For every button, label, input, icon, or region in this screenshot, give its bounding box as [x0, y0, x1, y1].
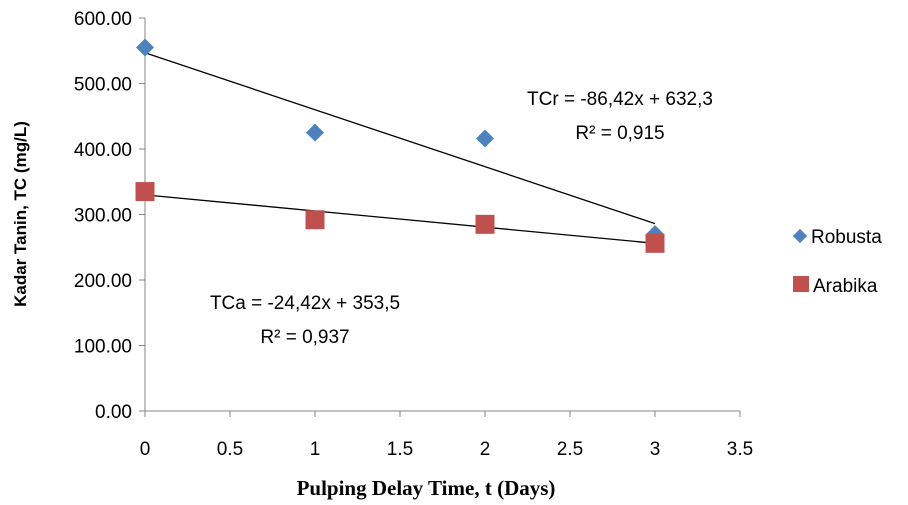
y-axis-label: Kadar Tanin, TC (mg/L) [11, 121, 30, 307]
point-robusta [476, 129, 494, 148]
trendline-robusta [144, 52, 656, 225]
point-robusta [136, 38, 154, 57]
x-axis-label: Pulping Delay Time, t (Days) [297, 476, 556, 500]
point-arabika [305, 210, 325, 230]
y-tick-label: 500.00 [74, 75, 132, 96]
y-tick-label: 400.00 [74, 140, 132, 161]
x-tick-label: 0 [140, 439, 151, 460]
x-tick-label: 3.5 [727, 439, 753, 460]
x-tick-label: 1.5 [387, 439, 413, 460]
arabika-equation: TCa = -24,42x + 353,5 [210, 293, 400, 314]
point-arabika [135, 182, 155, 202]
point-robusta [306, 123, 324, 142]
x-tick-label: 3 [650, 439, 661, 460]
y-tick-label: 600.00 [74, 9, 132, 30]
x-tick-label: 0.5 [217, 439, 243, 460]
y-tick-label: 300.00 [74, 206, 132, 227]
x-tick-label: 2 [480, 439, 491, 460]
robusta-equation: TCr = -86,42x + 632,3 [527, 89, 713, 110]
y-tick-label: 100.00 [74, 337, 132, 358]
arabika-r2: R² = 0,937 [260, 327, 349, 348]
trendline-arabika [144, 194, 656, 244]
legend-marker-arabika [793, 276, 809, 292]
y-tick-label: 0.00 [95, 402, 132, 423]
x-tick-label: 2.5 [557, 439, 583, 460]
point-arabika [475, 214, 495, 234]
trendlines [144, 52, 656, 244]
legend-marker-robusta [792, 228, 808, 244]
y-tick-label: 200.00 [74, 271, 132, 292]
data-points [135, 38, 665, 253]
legend: Robusta Arabika [792, 227, 882, 297]
x-tick-labels: 0 0.5 1 1.5 2 2.5 3 3.5 [140, 411, 753, 460]
point-arabika [645, 233, 665, 253]
axes [144, 18, 740, 412]
robusta-r2: R² = 0,915 [575, 123, 664, 144]
legend-label-arabika: Arabika [813, 276, 878, 297]
y-tick-labels: 0.00 100.00 200.00 300.00 400.00 500.00 600.00 [74, 9, 145, 423]
x-tick-label: 1 [310, 439, 321, 460]
legend-label-robusta: Robusta [811, 227, 882, 248]
